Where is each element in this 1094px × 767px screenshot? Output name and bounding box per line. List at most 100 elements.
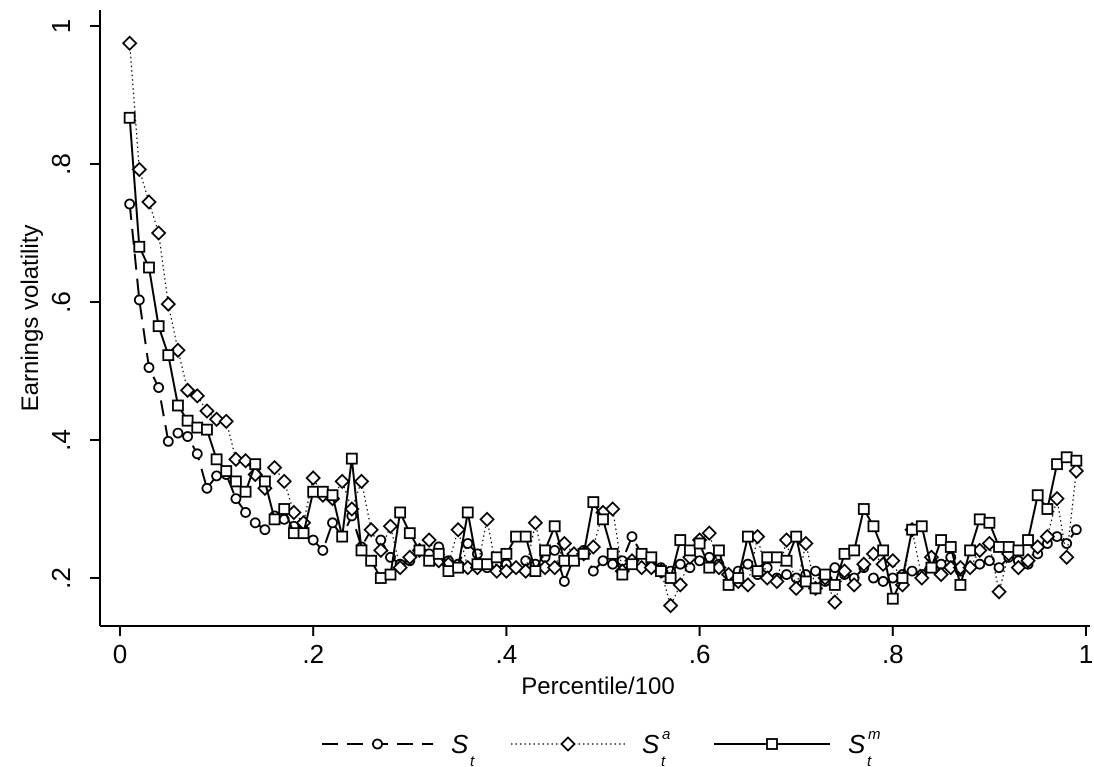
series-2-point-38 [490, 551, 503, 564]
series-0-point-3 [153, 382, 165, 393]
legend-superscript-2: m [868, 726, 881, 743]
series-0-point-68 [781, 569, 792, 580]
series-1-point-50 [604, 501, 621, 517]
series-2-point-22 [336, 530, 349, 543]
series-2-point-44 [548, 520, 561, 533]
series-2-point-78 [877, 544, 890, 557]
axes [99, 10, 1090, 627]
series-0-point-97 [1061, 538, 1073, 549]
series-2-point-90 [993, 541, 1005, 553]
series-2-point-33 [442, 565, 455, 577]
legend-superscript-1: a [662, 726, 670, 743]
series-2-point-85 [944, 541, 957, 553]
series-2-point-0 [123, 111, 136, 124]
series-2-point-67 [770, 551, 783, 564]
series-2-point-5 [172, 399, 184, 412]
series-2-point-36 [471, 558, 484, 571]
series-1-point-34 [450, 521, 466, 538]
series-1-point-76 [856, 556, 872, 572]
series-2-point-31 [423, 554, 436, 567]
series-2-point-88 [973, 513, 986, 526]
series-2-point-63 [732, 572, 745, 584]
series-1-point-16 [276, 473, 292, 490]
series-1-point-5 [170, 342, 186, 359]
series-1-point-96 [1049, 490, 1065, 507]
series-2-point-43 [539, 544, 551, 557]
series-0-point-13 [249, 517, 261, 529]
series-2-point-82 [915, 520, 928, 533]
series-1-point-79 [885, 552, 901, 569]
series-0-point-45 [558, 576, 570, 587]
series-2-point-77 [867, 520, 880, 533]
series-1-point-25 [363, 521, 379, 538]
series-2-point-45 [558, 554, 571, 567]
series-0-point-9 [211, 470, 223, 482]
series-2-point-65 [751, 565, 764, 577]
series-2-point-1 [133, 240, 146, 253]
series-2-point-34 [452, 561, 465, 574]
series-2-point-9 [210, 453, 223, 466]
series-0-point-7 [191, 448, 203, 460]
y-ticks: .2 .4 .6 .8 1 [46, 19, 100, 589]
series-0-point-5 [172, 427, 184, 439]
series-0-point-4 [162, 435, 174, 447]
series-2-point-96 [1051, 458, 1063, 471]
series-2-point-61 [713, 544, 725, 557]
series-0-point-81 [906, 565, 918, 577]
series-2-point-64 [742, 530, 754, 543]
series-2-point-13 [249, 458, 262, 471]
series-layer [121, 35, 1085, 614]
series-2-point-17 [287, 527, 300, 540]
series-2-point-98 [1070, 454, 1083, 467]
series-2-point-69 [790, 530, 803, 543]
series-2-point-28 [394, 506, 407, 519]
series-2-point-32 [432, 547, 445, 560]
series-2-point-35 [461, 506, 474, 519]
series-2-point-62 [722, 579, 735, 591]
y-tick-label-2: .6 [46, 291, 76, 313]
series-2-point-41 [519, 530, 532, 543]
series-1-point-93 [1020, 552, 1036, 569]
series-2-point-72 [819, 568, 832, 581]
series-2-point-60 [703, 561, 716, 574]
series-2-point-56 [664, 572, 677, 584]
series-2-point-16 [278, 503, 291, 515]
series-2-point-84 [935, 534, 947, 546]
series-0-point-11 [230, 493, 242, 505]
series-2-point-58 [684, 544, 696, 557]
series-1-point-67 [769, 573, 785, 590]
series-2-point-54 [645, 551, 658, 564]
series-1-point-10 [218, 413, 235, 430]
legend-subscript-1: t [661, 753, 666, 767]
series-2-point-74 [838, 547, 851, 560]
series-1-point-6 [179, 382, 196, 399]
series-2-point-48 [587, 496, 600, 509]
series-0-point-12 [240, 507, 251, 518]
series-1-point-27 [382, 518, 399, 535]
series-2-point-83 [925, 561, 938, 574]
series-2-point-52 [626, 558, 638, 571]
series-2-point-15 [268, 513, 281, 526]
series-2-point-86 [954, 579, 967, 591]
series-1-point-90 [991, 584, 1007, 600]
series-2-point-42 [529, 565, 542, 577]
series-2-point-29 [403, 527, 416, 540]
series-2-point-12 [239, 485, 252, 498]
series-2-point-11 [230, 475, 242, 488]
series-2-point-8 [201, 423, 213, 436]
series-1-point-75 [846, 577, 862, 593]
series-0-point-0 [124, 198, 136, 210]
series-2-point-55 [655, 565, 667, 577]
series-2-point-66 [761, 551, 774, 564]
series-2-point-26 [374, 572, 387, 584]
series-2-point-18 [297, 527, 310, 540]
series-1-point-95 [1039, 528, 1056, 545]
series-0-point-78 [877, 576, 889, 587]
series-2-point-81 [906, 523, 919, 536]
series-1-point-7 [189, 388, 206, 404]
series-2-point-51 [616, 568, 629, 581]
series-0-point-90 [993, 562, 1005, 574]
series-2 [123, 111, 1083, 605]
